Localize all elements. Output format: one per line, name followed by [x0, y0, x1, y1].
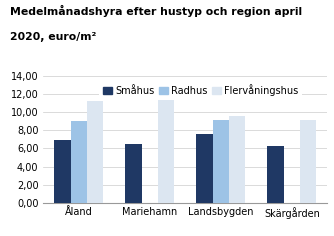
- Text: Medelmånadshyra efter hustyp och region april: Medelmånadshyra efter hustyp och region …: [10, 5, 302, 17]
- Bar: [87, 101, 104, 203]
- Bar: [71, 121, 87, 203]
- Bar: [158, 100, 174, 203]
- Bar: [196, 134, 213, 203]
- Bar: [125, 144, 142, 203]
- Bar: [300, 120, 316, 203]
- Legend: Småhus, Radhus, Flervåningshus: Småhus, Radhus, Flervåningshus: [100, 80, 302, 100]
- Text: 2020, euro/m²: 2020, euro/m²: [10, 32, 97, 42]
- Bar: [267, 146, 284, 203]
- Bar: [54, 140, 71, 203]
- Bar: [229, 117, 245, 203]
- Bar: [213, 120, 229, 203]
